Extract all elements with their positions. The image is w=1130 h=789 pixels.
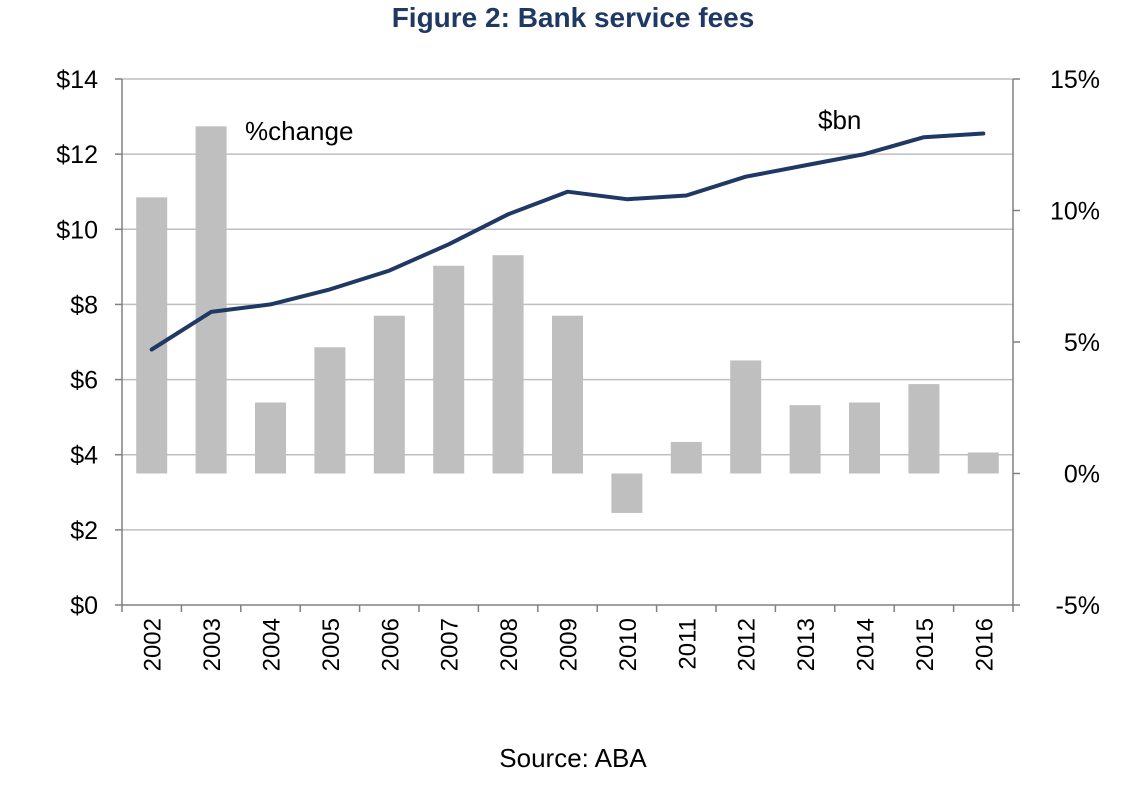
line-series	[149, 131, 986, 352]
line-path	[149, 131, 986, 352]
left-tick-label: $0	[70, 592, 98, 620]
bar	[373, 315, 405, 474]
right-tick-label: 15%	[1050, 66, 1100, 94]
bar	[433, 265, 465, 474]
right-axis-ticks: -5% 0% 5% 10% 15%	[1050, 66, 1100, 620]
x-tick-label: 2012	[734, 618, 761, 671]
bar-series-label: %change	[245, 116, 353, 146]
chart-title: Figure 2: Bank service fees	[392, 2, 755, 33]
left-tick-label: $12	[56, 141, 98, 169]
x-tick-label: 2004	[259, 618, 286, 671]
bar	[730, 360, 762, 474]
x-tick-label: 2007	[437, 618, 464, 671]
x-tick-label: 2005	[318, 618, 345, 671]
bar	[849, 402, 880, 474]
line-series-label: $bn	[818, 105, 861, 135]
x-tick-label: 2011	[674, 618, 701, 670]
x-tick-label: 2008	[496, 618, 523, 671]
bar	[195, 126, 227, 474]
bar	[255, 402, 286, 474]
x-axis-ticks: 2002 2003 2004 2005 2006 2007 2008 2009 2010 2011…	[140, 618, 999, 671]
bar	[492, 255, 524, 474]
left-tick-label: $4	[70, 442, 98, 470]
bar	[789, 405, 821, 474]
right-tick-label: -5%	[1056, 592, 1100, 620]
x-tick-label: 2014	[853, 618, 880, 671]
bar	[908, 384, 940, 474]
x-tick-label: 2006	[377, 618, 404, 671]
right-tick-label: 10%	[1050, 198, 1100, 226]
bar	[136, 197, 168, 474]
x-tick-label: 2002	[140, 618, 167, 671]
right-tick-label: 5%	[1064, 329, 1100, 357]
x-tick-label: 2016	[971, 618, 998, 671]
right-tick-label: 0%	[1064, 461, 1100, 489]
x-tick-label: 2010	[615, 618, 642, 671]
bar	[552, 315, 583, 474]
x-tick-label: 2015	[912, 618, 939, 671]
left-axis-ticks: $0 $2 $4 $6 $8 $10 $12 $14	[56, 66, 98, 620]
bar	[611, 473, 643, 513]
x-tick-label: 2013	[793, 618, 820, 671]
left-tick-label: $8	[70, 291, 98, 319]
x-tick-label: 2009	[556, 618, 583, 671]
bar-series	[136, 126, 999, 513]
left-tick-label: $14	[56, 66, 98, 94]
axes	[115, 78, 1020, 612]
bar	[314, 347, 346, 474]
left-tick-label: $6	[70, 367, 98, 395]
bar	[967, 452, 999, 474]
left-tick-label: $10	[56, 216, 98, 244]
bar	[670, 441, 702, 474]
x-tick-label: 2003	[199, 618, 226, 671]
source-note: Source: ABA	[499, 743, 647, 773]
left-tick-label: $2	[70, 517, 98, 545]
